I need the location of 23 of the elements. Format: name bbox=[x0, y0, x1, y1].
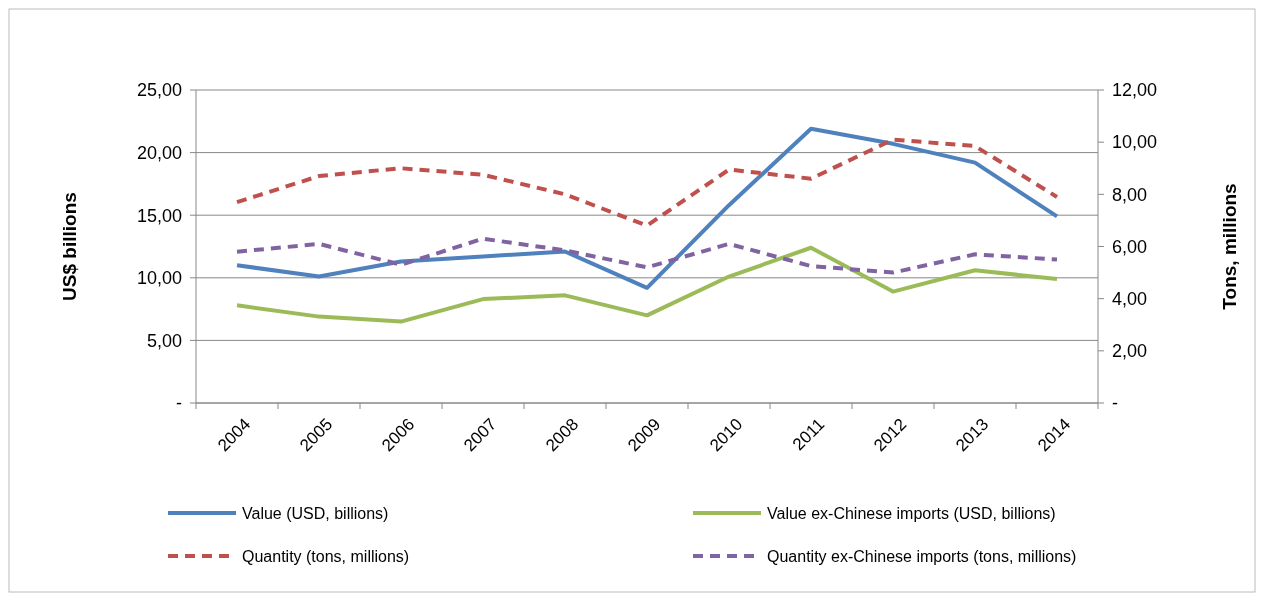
y2-tick-label: - bbox=[1112, 393, 1118, 414]
legend-label: Quantity (tons, millions) bbox=[242, 547, 410, 565]
y-tick-label: 10,00 bbox=[136, 268, 182, 289]
y-tick-label: 20,00 bbox=[136, 142, 182, 163]
y2-tick-label: 12,00 bbox=[1112, 80, 1158, 101]
y-tick-label: 25,00 bbox=[136, 80, 182, 101]
legend-label: Value ex-Chinese imports (USD, billions) bbox=[767, 504, 1056, 522]
line-series bbox=[235, 126, 1059, 290]
y-axis-title: US$ billions bbox=[59, 192, 80, 301]
legend-label: Quantity ex-Chinese imports (tons, millions) bbox=[767, 547, 1077, 565]
legend-label: Value (USD, billions) bbox=[242, 504, 389, 522]
y-tick-label: - bbox=[176, 393, 182, 414]
line-series bbox=[235, 137, 1059, 228]
y-tick-label: 5,00 bbox=[146, 330, 182, 351]
line-series bbox=[235, 245, 1059, 324]
y2-tick-label: 2,00 bbox=[1112, 341, 1148, 362]
y2-tick-label: 8,00 bbox=[1112, 184, 1148, 205]
y2-tick-label: 6,00 bbox=[1112, 236, 1148, 257]
y-tick-label: 15,00 bbox=[136, 205, 182, 226]
line-series bbox=[235, 236, 1059, 275]
y2-tick-label: 10,00 bbox=[1112, 132, 1158, 153]
y2-tick-label: 4,00 bbox=[1112, 288, 1148, 309]
y2-axis-title: Tons, millions bbox=[1219, 183, 1240, 310]
